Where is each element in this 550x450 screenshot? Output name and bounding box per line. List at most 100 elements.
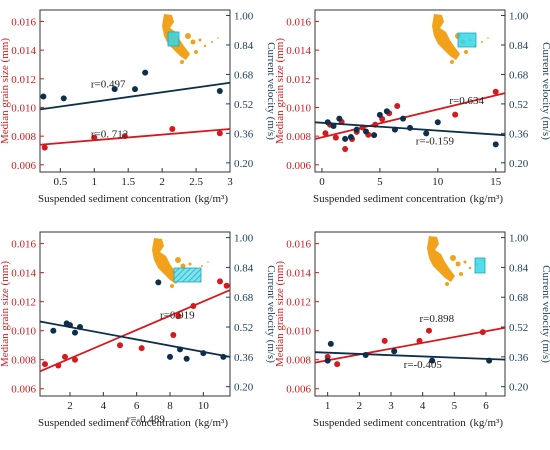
plot-frame: [314, 231, 506, 397]
map-land: [432, 14, 460, 60]
data-point: [322, 130, 329, 137]
correlation-label: r=-0.405: [404, 359, 443, 371]
x-tick-label: 1: [92, 176, 98, 188]
map-island: [481, 41, 483, 43]
data-point: [91, 134, 98, 141]
left-tick-label: 0.016: [286, 16, 311, 28]
map-inset-icon: [432, 14, 489, 64]
x-axis-label: Suspended sediment concentration: [313, 193, 466, 205]
data-point: [200, 350, 207, 357]
x-tick-label: 2.5: [189, 176, 203, 188]
data-point: [381, 337, 388, 344]
left-tick-label: 0.010: [286, 326, 311, 338]
data-point: [190, 303, 197, 310]
data-point: [383, 108, 390, 115]
left-tick-label: 0.014: [286, 45, 311, 57]
map-island: [180, 263, 186, 269]
x-tick-label: 5: [452, 400, 458, 412]
study-area-box: [167, 31, 180, 47]
right-tick-label: 0.20: [509, 158, 529, 170]
right-tick-label: 0.52: [509, 99, 528, 111]
data-point: [42, 361, 48, 368]
map-island: [211, 41, 213, 43]
left-tick-label: 0.012: [286, 74, 311, 86]
left-tick-label: 0.016: [286, 239, 311, 251]
left-tick-label: 0.008: [11, 355, 36, 367]
data-point: [72, 329, 78, 336]
data-point: [142, 69, 149, 76]
data-point: [376, 111, 383, 118]
y-axis-left-label: Median grain size (mm): [274, 38, 286, 144]
x-tick-label: 8: [167, 400, 173, 412]
data-point: [41, 144, 48, 151]
x-axis-unit: (kg/m³): [470, 417, 504, 429]
right-tick-label: 0.84: [234, 262, 254, 274]
x-axis-label: Suspended sediment concentration: [313, 417, 466, 429]
data-point: [347, 134, 354, 141]
data-point: [216, 88, 223, 94]
map-island: [459, 272, 463, 276]
data-point: [72, 356, 78, 363]
map-island: [455, 261, 461, 267]
x-axis-unit: (kg/m³): [195, 193, 229, 205]
study-area-box: [474, 257, 486, 274]
left-tick-label: 0.012: [286, 297, 311, 309]
x-axis-unit: (kg/m³): [195, 417, 229, 429]
left-tick-label: 0.006: [11, 384, 36, 396]
map-island: [445, 282, 449, 286]
data-point: [324, 119, 331, 126]
right-tick-label: 0.20: [234, 158, 254, 170]
right-tick-label: 1.00: [234, 11, 254, 23]
right-tick-label: 0.36: [509, 352, 529, 364]
data-point: [342, 135, 349, 142]
right-tick-label: 0.20: [509, 382, 529, 394]
x-tick-label: 1.5: [121, 176, 135, 188]
x-tick-label: 10: [198, 400, 210, 412]
map-island: [185, 33, 191, 39]
left-tick-label: 0.006: [286, 384, 311, 396]
map-inset-icon: [427, 236, 486, 286]
data-point: [353, 126, 360, 133]
correlation-label: r=0.634: [449, 95, 484, 107]
map-island: [180, 60, 184, 64]
left-tick-label: 0.008: [286, 355, 311, 367]
data-point: [342, 146, 349, 153]
data-point: [55, 362, 62, 369]
trend-line: [39, 128, 231, 146]
map-land: [152, 238, 180, 284]
map-island: [450, 255, 456, 261]
data-point: [391, 348, 398, 355]
data-point: [394, 103, 401, 110]
data-point: [362, 352, 369, 358]
x-tick-label: 5: [377, 176, 383, 188]
left-tick-label: 0.014: [286, 268, 311, 280]
left-tick-label: 0.012: [11, 297, 36, 309]
correlation-label: r=-0.489: [127, 413, 166, 425]
map-island: [450, 60, 454, 64]
right-tick-label: 1.00: [509, 233, 529, 245]
map-land: [427, 236, 455, 282]
data-point: [223, 282, 230, 289]
data-point: [332, 134, 339, 141]
data-point: [492, 88, 499, 95]
data-point: [336, 115, 343, 122]
plot-frame: [39, 9, 231, 173]
x-tick-label: 2: [67, 400, 73, 412]
right-tick-label: 0.52: [234, 99, 253, 111]
map-island: [468, 266, 472, 270]
left-tick-label: 0.010: [286, 102, 311, 114]
plot-frame: [39, 231, 231, 397]
chart-panel-3: 0.006 0.008 0.010 0.012 0.014 0.016 0.20 0.36 0.…: [0, 231, 277, 429]
map-island: [170, 284, 174, 288]
data-point: [426, 327, 432, 334]
x-tick-label: 4: [420, 400, 426, 412]
right-tick-label: 0.84: [509, 262, 529, 274]
right-tick-label: 1.00: [509, 11, 529, 23]
correlation-label: r=0.919: [160, 309, 195, 321]
map-island: [188, 262, 192, 266]
x-tick-label: 0: [319, 176, 325, 188]
map-island: [190, 39, 196, 45]
x-tick-label: 2: [159, 176, 165, 188]
data-point: [117, 342, 123, 349]
